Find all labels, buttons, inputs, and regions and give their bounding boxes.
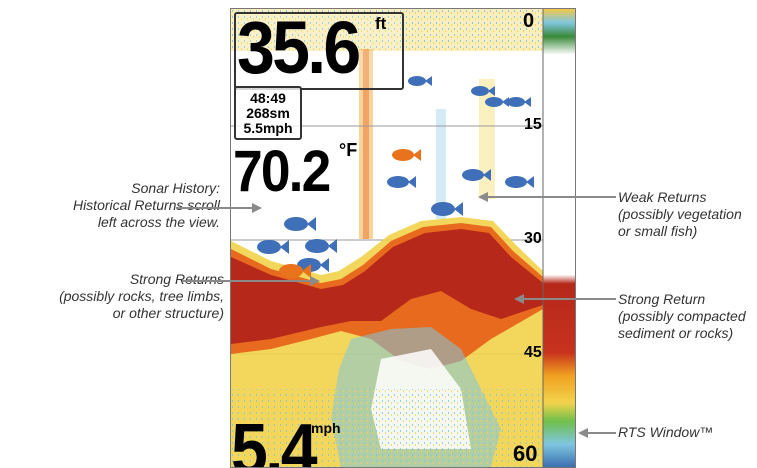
callout-line: (possibly vegetation <box>618 206 742 222</box>
callout-line: left across the view. <box>97 214 220 230</box>
fish-icon <box>305 239 337 253</box>
depth-scale-60: 60 <box>513 441 538 466</box>
callout-line: (possibly rocks, tree limbs, <box>59 288 224 304</box>
speed-secondary-readout: 5.5mph <box>243 119 293 136</box>
fish-icon <box>507 97 531 107</box>
callout-line: or small fish) <box>618 223 698 239</box>
temperature-value: 70.2 <box>233 139 331 204</box>
bottom-return-strong <box>231 229 543 344</box>
distance-readout: 268sm <box>246 104 290 121</box>
fish-icon <box>387 176 416 188</box>
callout-line: RTS Window™ <box>618 424 714 440</box>
fish-icon <box>257 240 289 254</box>
info-readout-box: 48:49 268sm 5.5mph <box>234 86 302 140</box>
fish-icon <box>408 76 432 86</box>
callout-line: Strong Returns <box>129 271 224 287</box>
fish-icon <box>471 86 495 96</box>
fish-icon <box>505 176 534 188</box>
fish-icon <box>279 264 311 278</box>
sonar-view <box>231 9 575 467</box>
callout-line: sediment or rocks) <box>618 325 734 341</box>
fish-icon <box>284 217 316 231</box>
depth-scale-15: 15 <box>524 116 542 133</box>
callout-line: Sonar History: <box>131 180 220 196</box>
callout-line: (possibly compacted <box>618 308 746 324</box>
depth-scale-30: 30 <box>524 230 542 247</box>
callout-weak-returns: Weak Returns (possibly vegetation or sma… <box>618 189 757 240</box>
depth-unit: ft <box>375 14 387 33</box>
fish-icon <box>297 258 329 272</box>
callout-line: Strong Return <box>618 291 706 307</box>
callout-sonar-history: Sonar History: Historical Returns scroll… <box>0 180 220 231</box>
speed-unit: mph <box>311 420 341 436</box>
weak-return-column <box>359 49 373 239</box>
callout-strong-return: Strong Return (possibly compacted sedime… <box>618 291 757 342</box>
timer-readout: 48:49 <box>250 89 286 106</box>
leader-arrowhead <box>578 428 588 438</box>
rts-window <box>543 9 575 467</box>
temperature-unit: °F <box>339 140 358 160</box>
depth-readout-box <box>234 12 404 90</box>
speed-value: 5.4 <box>231 410 318 468</box>
callout-strong-returns: Strong Returns (possibly rocks, tree lim… <box>0 271 224 322</box>
callout-line: or other structure) <box>112 305 224 321</box>
callout-rts-window: RTS Window™ <box>618 424 757 441</box>
fish-icon <box>392 149 421 161</box>
fish-icon <box>431 202 463 216</box>
fish-icon <box>485 97 509 107</box>
depth-scale-45: 45 <box>524 344 542 361</box>
callout-line: Weak Returns <box>618 189 707 205</box>
fish-icon <box>462 169 491 181</box>
callout-line: Historical Returns scroll <box>72 197 220 213</box>
depth-scale-0: 0 <box>523 10 535 32</box>
depth-value: 35.6 <box>237 8 361 89</box>
sonar-screen: 35.6 ft 48:49 268sm 5.5mph 70.2 °F 5.4 m… <box>230 8 576 468</box>
fish-icons <box>257 76 534 278</box>
